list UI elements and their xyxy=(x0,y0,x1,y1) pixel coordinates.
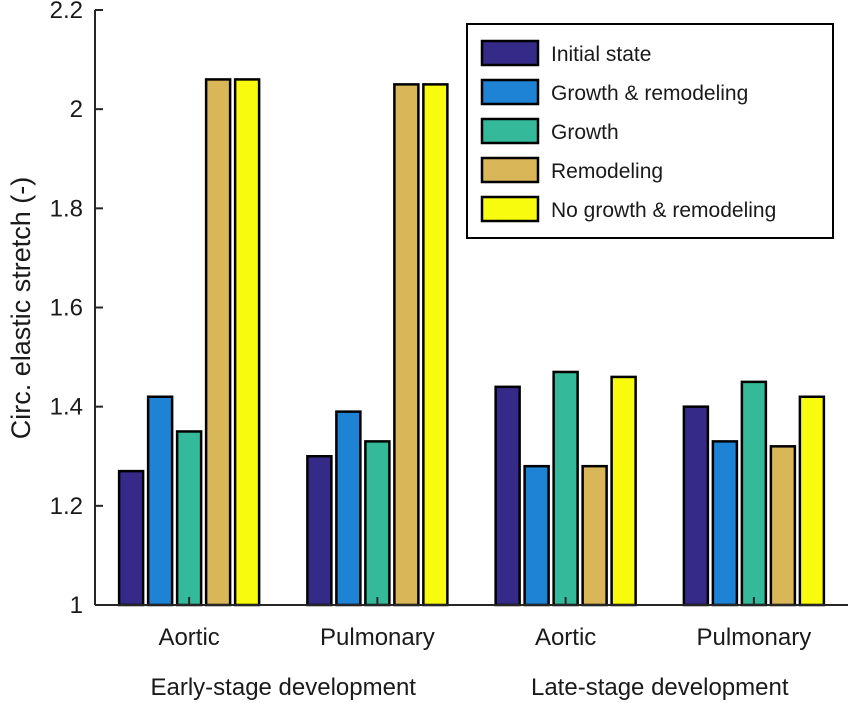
legend-label-2: Growth & remodeling xyxy=(551,82,748,105)
legend-swatch-1 xyxy=(480,39,540,67)
bar-3-cat-4 xyxy=(740,380,768,607)
bar-4-cat-4 xyxy=(769,445,797,607)
bar-2-cat-3 xyxy=(523,464,550,607)
bar-4-cat-1 xyxy=(204,78,232,607)
bar-3-cat-3 xyxy=(552,370,579,607)
bar-1-cat-3 xyxy=(494,385,521,607)
legend-label-5: No growth & remodeling xyxy=(551,199,776,222)
legend-label-4: Remodeling xyxy=(551,160,663,183)
y-tick-label: 1.2 xyxy=(50,493,83,520)
bar-5-cat-1 xyxy=(233,78,261,607)
x-tick-label: Aortic xyxy=(535,624,596,651)
bar-3-cat-1 xyxy=(175,430,203,607)
legend-label-3: Growth xyxy=(551,121,619,144)
legend: Initial state Growth & remodeling Growth Re… xyxy=(466,23,834,239)
bar-4-cat-3 xyxy=(581,464,608,607)
legend-swatch-2 xyxy=(480,78,540,106)
bar-5-cat-3 xyxy=(610,375,637,607)
y-tick-label: 1.6 xyxy=(50,295,83,322)
group-label-2: Late-stage development xyxy=(531,674,789,701)
bar-1-cat-2 xyxy=(306,455,333,607)
bar-2-cat-1 xyxy=(146,395,174,607)
axes-layer: 1 1.2 1.4 1.6 1.8 2 2.2 Aortic Pulmonary Aortic Pu… xyxy=(50,0,848,701)
y-tick-label: 1 xyxy=(70,592,83,619)
bar-2-cat-2 xyxy=(335,410,362,607)
y-tick-label: 1.8 xyxy=(50,195,83,222)
group-label-1: Early-stage development xyxy=(151,674,417,701)
legend-swatch-4 xyxy=(480,156,540,184)
y-tick-label: 2 xyxy=(70,96,83,123)
legend-label-1: Initial state xyxy=(551,43,651,66)
bar-5-cat-4 xyxy=(798,395,826,607)
x-tick-label: Pulmonary xyxy=(697,624,812,651)
x-tick-label: Aortic xyxy=(158,624,219,651)
bar-2-cat-4 xyxy=(711,440,739,607)
legend-swatch-3 xyxy=(480,117,540,145)
y-tick-label: 2.2 xyxy=(50,0,83,24)
y-tick-label: 1.4 xyxy=(50,394,83,421)
bar-1-cat-1 xyxy=(117,469,145,607)
bar-1-cat-4 xyxy=(682,405,710,607)
y-axis-label: Circ. elastic stretch (-) xyxy=(6,177,36,440)
bar-5-cat-2 xyxy=(422,83,449,607)
x-tick-label: Pulmonary xyxy=(320,624,435,651)
legend-swatch-5 xyxy=(480,195,540,223)
bar-4-cat-2 xyxy=(393,83,420,607)
bar-3-cat-2 xyxy=(364,440,391,607)
